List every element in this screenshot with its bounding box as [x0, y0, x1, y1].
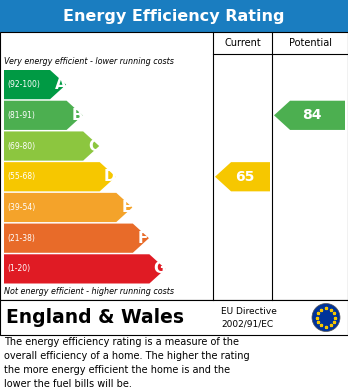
Text: (1-20): (1-20) [7, 264, 30, 273]
Bar [0, 0, 348, 32]
Polygon shape [215, 162, 270, 191]
Polygon shape [4, 254, 165, 283]
Text: Very energy efficient - lower running costs: Very energy efficient - lower running co… [4, 57, 174, 66]
Bar [0, 32, 348, 300]
Polygon shape [4, 224, 149, 253]
Text: C: C [88, 138, 99, 154]
Text: Potential: Potential [288, 38, 332, 48]
Text: B: B [71, 108, 83, 123]
Text: A: A [55, 77, 66, 92]
Polygon shape [4, 131, 99, 161]
Text: (92-100): (92-100) [7, 80, 40, 89]
Text: D: D [104, 169, 117, 184]
Text: Current: Current [224, 38, 261, 48]
Text: G: G [153, 262, 166, 276]
Text: (39-54): (39-54) [7, 203, 35, 212]
Polygon shape [274, 101, 345, 130]
Text: F: F [138, 231, 149, 246]
Text: 65: 65 [235, 170, 255, 184]
Text: England & Wales: England & Wales [6, 308, 184, 327]
Text: (21-38): (21-38) [7, 234, 35, 243]
Text: The energy efficiency rating is a measure of the
overall efficiency of a home. T: The energy efficiency rating is a measur… [4, 337, 250, 389]
Text: E: E [121, 200, 132, 215]
Text: Not energy efficient - higher running costs: Not energy efficient - higher running co… [4, 287, 174, 296]
Text: EU Directive
2002/91/EC: EU Directive 2002/91/EC [221, 307, 277, 328]
Text: (69-80): (69-80) [7, 142, 35, 151]
Bar [0, 300, 348, 335]
Text: Energy Efficiency Rating: Energy Efficiency Rating [63, 9, 285, 23]
Polygon shape [4, 101, 83, 130]
Polygon shape [4, 162, 116, 191]
Text: (81-91): (81-91) [7, 111, 35, 120]
Polygon shape [4, 70, 66, 99]
Polygon shape [4, 193, 132, 222]
Text: 84: 84 [302, 108, 322, 122]
Circle shape [312, 303, 340, 332]
Text: (55-68): (55-68) [7, 172, 35, 181]
